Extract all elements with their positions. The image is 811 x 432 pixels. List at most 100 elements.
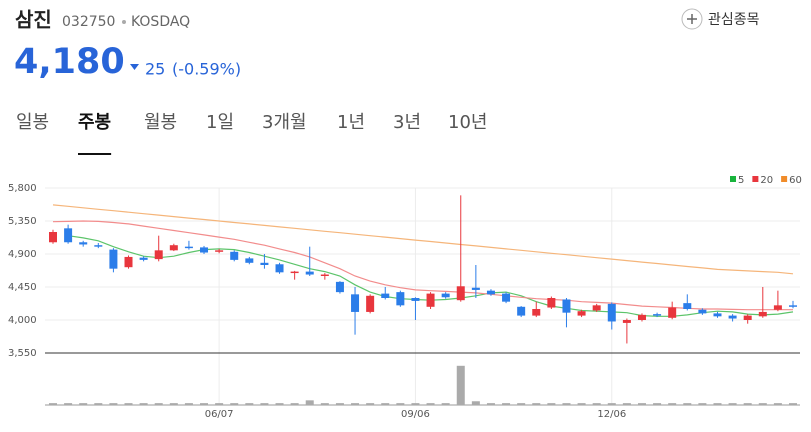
tab[interactable]: 3년 — [393, 112, 421, 133]
candle-body — [275, 264, 284, 273]
y-tick-label: 3,550 — [8, 348, 37, 359]
candle-body — [653, 314, 662, 316]
legend-swatch — [730, 176, 736, 182]
volume-bar — [169, 403, 178, 405]
price: 4,180 — [14, 42, 125, 82]
volume-bar — [743, 403, 752, 405]
candle-body — [184, 246, 193, 249]
y-tick-label: 5,800 — [8, 183, 37, 194]
volume-bar — [622, 403, 631, 405]
volume-bar — [532, 403, 541, 405]
volume-bar — [592, 403, 601, 405]
volume-bar — [502, 403, 511, 405]
candle-body — [592, 305, 601, 311]
volume-bar — [728, 403, 737, 405]
candle-body — [320, 274, 329, 276]
volume-bar — [441, 403, 450, 405]
candle-body — [290, 271, 299, 274]
volume-bar — [562, 403, 571, 405]
candle-body — [441, 293, 450, 298]
volume-bar — [607, 403, 616, 405]
candle-body — [728, 315, 737, 319]
stock-name: 삼진 — [15, 8, 52, 32]
volume-bar — [653, 403, 662, 405]
candle-body — [607, 303, 616, 322]
watch-button[interactable]: 관심종목 — [681, 8, 760, 30]
volume-bar — [94, 403, 103, 405]
volume-bar — [698, 403, 707, 405]
tab[interactable]: 1일 — [206, 112, 234, 133]
candle-body — [668, 307, 677, 318]
tab[interactable]: 일봉 — [16, 112, 49, 133]
volume-bar — [577, 403, 586, 405]
candle-body — [426, 293, 435, 307]
candle-body — [381, 293, 390, 298]
candle-body — [260, 262, 269, 265]
x-tick-label: 06/07 — [205, 409, 234, 420]
candle-body — [411, 298, 420, 301]
candle-body — [200, 247, 209, 253]
moving-average-line — [52, 220, 793, 311]
candle-body — [517, 306, 526, 316]
volume-bar — [109, 403, 118, 405]
x-tick-label: 12/06 — [597, 409, 626, 420]
chart: 3,550 4,000 4,450 4,900 5,350 5,800 06/07 09/06… — [8, 175, 802, 420]
separator-dot — [122, 20, 126, 24]
volume-bar — [668, 403, 677, 405]
candle-body — [456, 286, 465, 301]
x-tick-label: 09/06 — [401, 409, 430, 420]
tab[interactable]: 10년 — [448, 112, 487, 133]
candle-body — [139, 257, 148, 260]
candle-body — [230, 251, 239, 260]
volume-bar — [290, 403, 299, 405]
legend-label: 5 — [738, 175, 744, 186]
volume-bar — [426, 403, 435, 405]
volume-bar — [789, 403, 797, 405]
volume-bar — [260, 403, 269, 405]
volume-bar — [215, 403, 224, 405]
candle-body — [366, 295, 375, 312]
candle-body — [547, 298, 556, 308]
change: 25 — [145, 60, 165, 79]
volume-bar — [381, 403, 390, 405]
volume-bar — [486, 403, 495, 405]
market: KOSDAQ — [131, 14, 190, 30]
candle-body — [758, 311, 767, 317]
stock-code: 032750 — [62, 14, 115, 30]
volume-bar — [275, 403, 284, 405]
volume-bar — [713, 403, 722, 405]
volume-bar — [335, 403, 344, 405]
tab[interactable]: 월봉 — [144, 112, 177, 133]
candle-body — [109, 249, 118, 269]
candle-body — [743, 315, 752, 320]
legend-label: 20 — [760, 175, 773, 186]
candle-body — [215, 250, 224, 252]
tab[interactable]: 주봉 — [78, 112, 111, 133]
volume-bar — [139, 403, 148, 405]
candle-body — [562, 299, 571, 313]
candle-body — [698, 309, 707, 314]
candle-body — [351, 294, 360, 312]
volume-bar — [366, 403, 375, 405]
candle-body — [773, 305, 782, 310]
candle-body — [622, 320, 631, 323]
volume-bar — [184, 403, 193, 405]
tab[interactable]: 1년 — [337, 112, 365, 133]
candle-body — [486, 290, 495, 295]
legend-swatch — [781, 176, 788, 182]
change-percent: (-0.59%) — [172, 60, 241, 79]
volume-bar — [49, 403, 57, 405]
volume-bar — [320, 403, 329, 405]
volume-bar — [773, 403, 782, 405]
volume-bar — [230, 403, 239, 405]
candle-body — [683, 303, 692, 309]
candle-body — [245, 258, 254, 263]
candle-body — [637, 314, 646, 320]
legend-label: 60 — [789, 175, 802, 186]
plus-icon — [681, 8, 703, 30]
volume-bar — [124, 403, 133, 405]
moving-average-line — [52, 204, 794, 275]
candle-body — [169, 245, 178, 251]
tab[interactable]: 3개월 — [262, 112, 307, 133]
